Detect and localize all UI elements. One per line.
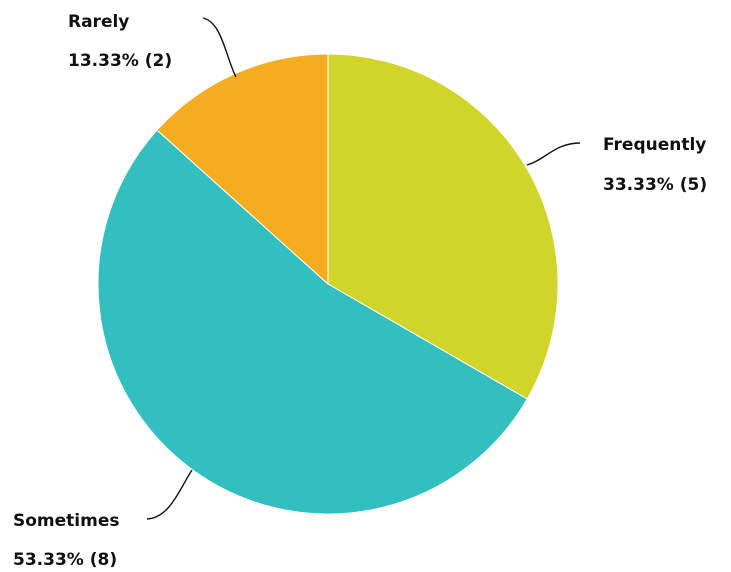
label-frequently-value: 33.33% (5) [603, 175, 707, 195]
label-sometimes-value: 53.33% (8) [13, 550, 117, 570]
leader-line-rarely [202, 17, 237, 78]
label-rarely-name: Rarely [68, 12, 129, 32]
label-frequently-name: Frequently [603, 135, 706, 155]
label-sometimes-name: Sometimes [13, 511, 119, 531]
leader-line-frequently [526, 142, 581, 166]
pie-slice-sometimes [97, 129, 528, 515]
pie-slice-frequently [327, 53, 559, 400]
label-rarely-value: 13.33% (2) [68, 51, 172, 71]
leader-line-sometimes [146, 469, 193, 520]
pie-slices [97, 53, 559, 515]
